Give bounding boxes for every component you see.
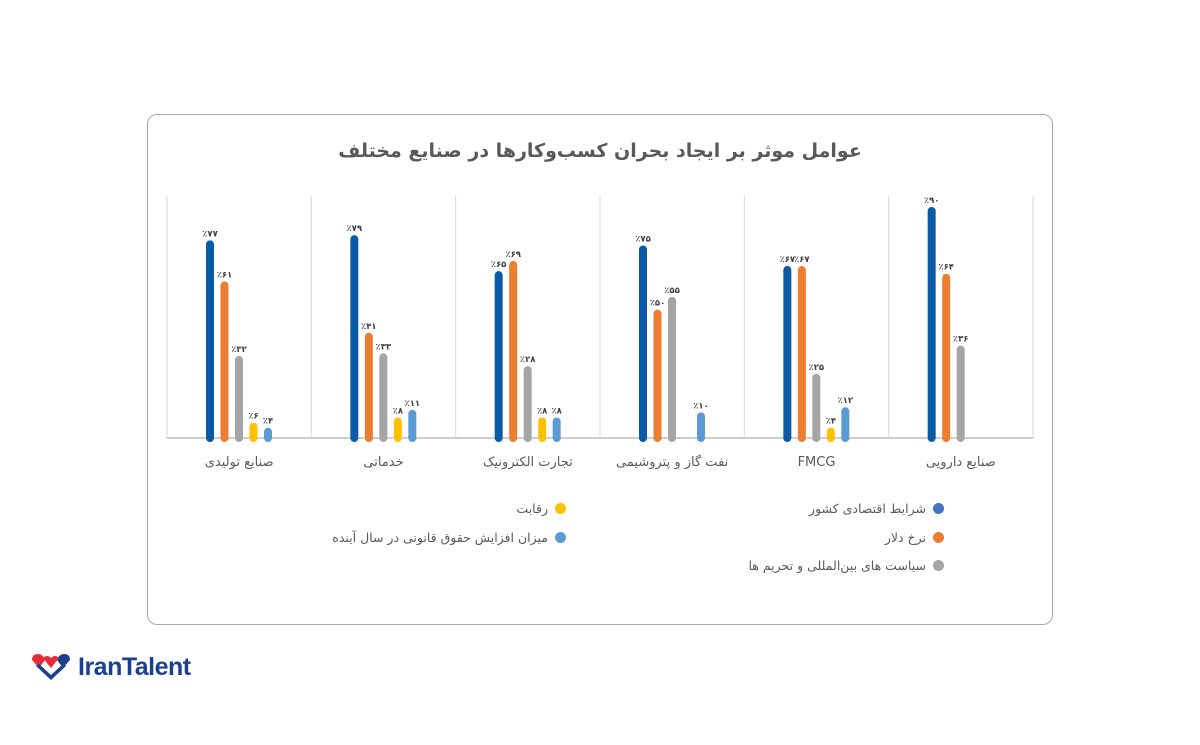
bar (509, 260, 518, 442)
x-tick-label: صنایع دارویی (926, 455, 996, 470)
data-label: ٪۹۰ (924, 196, 940, 206)
legend-item: نرخ دلار (885, 530, 944, 545)
bar (812, 373, 821, 442)
data-label: ٪۶ (248, 412, 258, 422)
bar (841, 407, 850, 442)
legend-label: شرایط اقتصادی کشور (809, 501, 926, 516)
legend-label: رقابت (516, 501, 548, 516)
data-label: ٪۴ (826, 417, 836, 427)
x-tick-label: خدماتی (363, 455, 403, 470)
data-label: ٪۸ (551, 406, 562, 416)
bar (697, 412, 705, 442)
bar (797, 266, 806, 442)
bar (206, 240, 214, 442)
data-label: ٪۵۰ (650, 299, 666, 309)
data-label: ٪۱۲ (838, 396, 854, 406)
legend-item: میزان افزایش حقوق قانونی در سال آینده (332, 530, 566, 545)
bar (249, 422, 258, 442)
bar (364, 332, 373, 442)
x-tick-label: تجارت الکترونیک (483, 455, 573, 470)
bar (408, 409, 417, 442)
data-label: ٪۷۷ (202, 229, 218, 239)
data-label: ٪۳۶ (953, 335, 969, 345)
data-label: ٪۶۷ (780, 255, 796, 265)
data-label: ٪۶۱ (217, 270, 233, 280)
data-label: ٪۸ (393, 406, 404, 416)
legend-item: شرایط اقتصادی کشور (809, 501, 944, 516)
bar (264, 427, 272, 442)
bar (942, 273, 951, 442)
data-label: ٪۱۱ (405, 399, 421, 409)
bar (523, 366, 532, 442)
legend-dot-icon (933, 532, 944, 543)
logo-text: IranTalent (78, 652, 191, 681)
logo-icon (32, 654, 70, 680)
data-label: ٪۸ (537, 406, 548, 416)
legend-dot-icon (555, 503, 566, 514)
bar (639, 245, 647, 442)
chart-card (147, 114, 1053, 625)
bar (350, 235, 359, 442)
data-label: ٪۶۴ (938, 263, 954, 273)
x-tick-label: صنایع تولیدی (205, 455, 274, 470)
x-tick-label: FMCG (798, 455, 836, 470)
bar (552, 417, 561, 442)
bar (653, 309, 662, 442)
bar (379, 353, 388, 442)
data-label: ٪۴۱ (361, 322, 377, 332)
data-label: ٪۶۹ (505, 250, 521, 260)
legend-dot-icon (555, 532, 566, 543)
legend-label: میزان افزایش حقوق قانونی در سال آینده (332, 530, 548, 545)
chart-title: عوامل موثر بر ایجاد بحران کسب‌وکارها در … (338, 140, 862, 162)
data-label: ٪۶۵ (491, 260, 507, 270)
data-label: ٪۳۳ (376, 342, 392, 352)
legend-item: رقابت (516, 501, 566, 516)
legend-dot-icon (933, 503, 944, 514)
bar (783, 266, 792, 442)
data-label: ٪۲۸ (520, 355, 536, 365)
bar (393, 417, 402, 442)
data-label: ٪۳۲ (231, 345, 247, 355)
bar (668, 296, 676, 442)
data-label: ٪۷۵ (635, 235, 651, 245)
irantalent-logo: IranTalent (30, 652, 191, 682)
data-label: ٪۴ (263, 417, 273, 427)
legend-item: سیاست های بین‌المللی و تحریم ها (748, 558, 944, 573)
bar (494, 271, 503, 442)
data-label: ٪۵۵ (664, 286, 680, 296)
data-label: ٪۷۹ (347, 224, 363, 234)
bar (220, 281, 229, 442)
bar (927, 207, 936, 442)
bar (235, 355, 243, 442)
data-label: ٪۶۷ (794, 255, 810, 265)
legend-label: نرخ دلار (884, 530, 926, 545)
legend-label: سیاست های بین‌المللی و تحریم ها (748, 558, 926, 573)
data-label: ٪۱۰ (693, 401, 709, 411)
bar (538, 417, 547, 442)
legend-dot-icon (933, 560, 944, 571)
x-tick-label: نفت گاز و پتروشیمی (616, 454, 728, 470)
bar (956, 345, 965, 442)
data-label: ٪۲۵ (809, 363, 825, 373)
bar (826, 427, 835, 442)
